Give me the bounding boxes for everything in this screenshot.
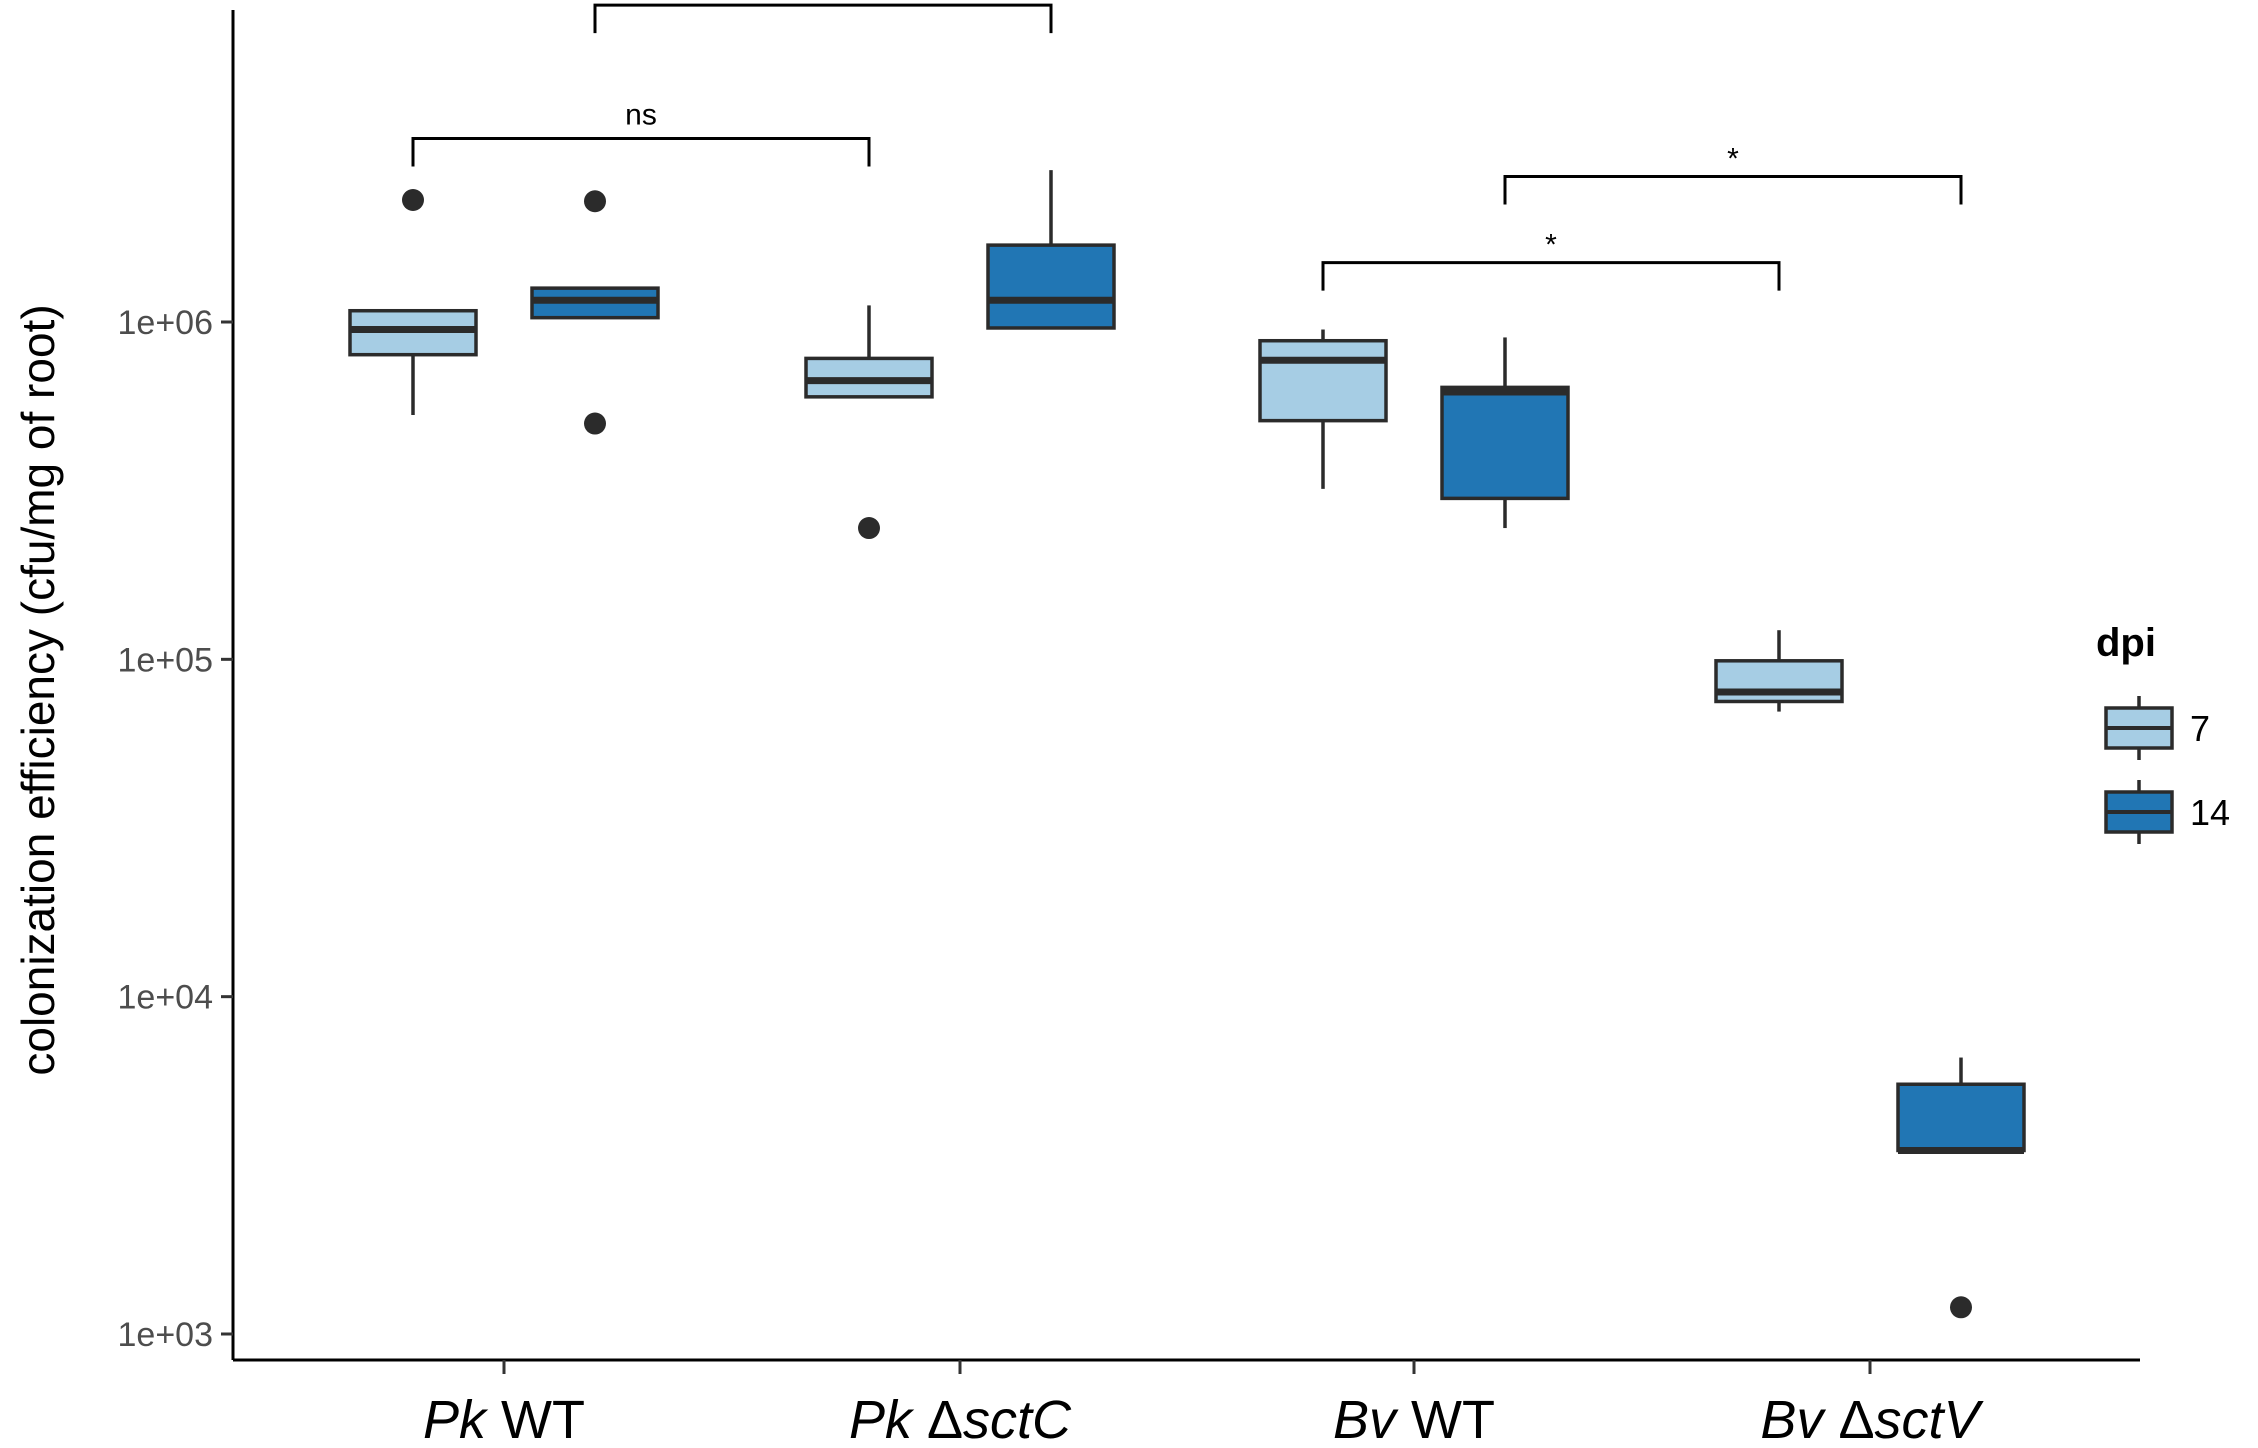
- strain-name: WT: [501, 1390, 585, 1448]
- y-axis-title: colonization efficiency (cfu/mg of root): [12, 304, 64, 1075]
- box-14-dpi: [986, 170, 1116, 330]
- box-7-dpi: [348, 188, 478, 416]
- x-category-label: Pk ΔsctC: [849, 1390, 1072, 1448]
- species-name: Pk: [423, 1390, 501, 1448]
- strain-name: sctC: [963, 1390, 1072, 1448]
- box-7-dpi: [804, 305, 934, 540]
- x-category-label: Pk WT: [423, 1390, 585, 1448]
- legend-label: 14: [2190, 792, 2230, 833]
- bracket-line: [1503, 174, 1963, 205]
- box-7-dpi: [1714, 630, 1844, 712]
- legend-title: dpi: [2096, 621, 2156, 665]
- strain-name: WT: [1411, 1390, 1495, 1448]
- box-iqr: [1896, 1082, 2026, 1153]
- box-iqr: [986, 243, 1116, 330]
- y-tick-label: 1e+06: [118, 304, 214, 342]
- x-category-label: Bv WT: [1333, 1390, 1495, 1448]
- bracket-line: [411, 136, 871, 167]
- significance-label: ns: [625, 98, 657, 131]
- box-7-dpi: [1258, 329, 1388, 489]
- significance-label: *: [1727, 142, 1739, 175]
- box-14-dpi: [1896, 1057, 2026, 1319]
- bracket-line: [1321, 261, 1781, 291]
- y-tick-label: 1e+05: [118, 641, 214, 679]
- legend-label: 7: [2190, 708, 2210, 749]
- outlier-point: [858, 517, 880, 540]
- plot-area: ns ns * *: [348, 3, 2026, 1319]
- species-name: Pk: [849, 1390, 927, 1448]
- delta-symbol: Δ: [927, 1390, 963, 1448]
- box-iqr: [1258, 338, 1388, 423]
- bracket-line: [593, 3, 1053, 34]
- species-name: Bv: [1333, 1390, 1411, 1448]
- legend: dpi 7 14: [2096, 621, 2230, 844]
- species-name: Bv: [1760, 1390, 1838, 1448]
- box-14-dpi: [530, 190, 660, 435]
- outlier-point: [402, 188, 424, 211]
- box-iqr: [1440, 385, 1570, 501]
- legend-key-7: 7: [2104, 696, 2210, 760]
- strain-name: sctV: [1875, 1390, 1985, 1448]
- y-tick-label: 1e+03: [118, 1316, 214, 1354]
- x-category-label: Bv ΔsctV: [1760, 1390, 1984, 1448]
- significance-label: *: [1545, 229, 1557, 262]
- significance-bracket: *: [1503, 142, 1963, 205]
- y-tick-label: 1e+04: [118, 979, 214, 1017]
- delta-symbol: Δ: [1838, 1390, 1874, 1448]
- outlier-point: [1950, 1296, 1972, 1319]
- box-14-dpi: [1440, 337, 1570, 529]
- outlier-point: [584, 190, 606, 213]
- significance-bracket: *: [1321, 229, 1781, 291]
- significance-bracket: ns: [593, 3, 1053, 34]
- significance-bracket: ns: [411, 98, 871, 167]
- legend-key-14: 14: [2104, 780, 2230, 844]
- outlier-point: [584, 412, 606, 435]
